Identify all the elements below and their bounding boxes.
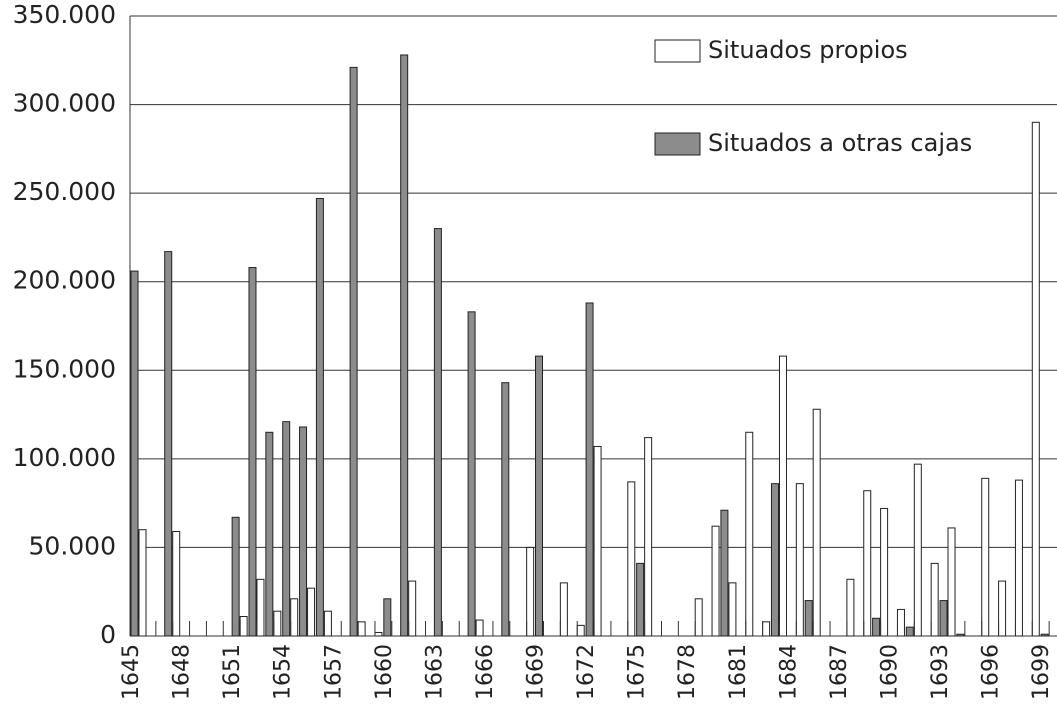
x-tick-label: 1678 xyxy=(675,644,700,700)
bar xyxy=(475,619,484,637)
x-tick-label: 1672 xyxy=(574,644,599,700)
bar xyxy=(349,66,358,637)
x-tick-label: 1645 xyxy=(119,644,144,700)
x-tick-label: 1690 xyxy=(877,644,902,700)
bar xyxy=(812,408,821,637)
x-tick-label: 1696 xyxy=(979,644,1004,700)
bar xyxy=(290,598,299,637)
y-tick-label: 100.000 xyxy=(13,443,116,472)
y-tick-label: 150.000 xyxy=(13,354,116,383)
bar xyxy=(172,530,181,637)
bar xyxy=(164,251,173,637)
bar xyxy=(863,490,872,637)
x-tick-label: 1699 xyxy=(1029,644,1054,700)
x-tick-label: 1666 xyxy=(473,644,498,700)
x-tick-label: 1660 xyxy=(372,644,397,700)
bar xyxy=(872,617,881,637)
bar xyxy=(374,631,383,637)
bar xyxy=(939,600,948,637)
x-tick-label: 1657 xyxy=(321,644,346,700)
x-tick-label: 1675 xyxy=(625,644,650,700)
bar xyxy=(576,624,585,637)
bar xyxy=(745,431,754,637)
bar xyxy=(273,610,282,637)
bar xyxy=(770,483,779,637)
legend-swatch xyxy=(654,39,701,63)
y-tick-label: 350.000 xyxy=(13,0,116,29)
bar xyxy=(627,481,636,637)
bar xyxy=(930,562,939,637)
bar xyxy=(720,509,729,637)
bar xyxy=(880,507,889,637)
x-tick-label: 1687 xyxy=(827,644,852,700)
bar xyxy=(947,527,956,637)
bar xyxy=(636,562,645,637)
bar xyxy=(239,616,248,637)
legend-label: Situados a otras cajas xyxy=(708,129,972,157)
bar xyxy=(728,582,737,637)
bar xyxy=(778,355,787,637)
bar xyxy=(1031,121,1040,637)
bar xyxy=(315,197,324,637)
bar xyxy=(762,621,771,637)
bar xyxy=(307,587,316,637)
legend-label: Situados propios xyxy=(708,36,908,64)
bar xyxy=(383,598,392,637)
y-tick-label: 250.000 xyxy=(13,177,116,206)
bar xyxy=(248,267,257,637)
bar xyxy=(138,529,147,637)
x-tick-label: 1654 xyxy=(271,644,296,700)
bar xyxy=(130,270,139,637)
x-tick-label: 1693 xyxy=(928,644,953,700)
bar xyxy=(408,580,417,637)
bar xyxy=(467,311,476,637)
bar xyxy=(323,610,332,637)
bar xyxy=(905,626,914,637)
x-tick-label: 1648 xyxy=(170,644,195,700)
bar xyxy=(231,516,240,637)
legend-swatch xyxy=(654,132,701,156)
bar xyxy=(299,426,308,637)
x-tick-label: 1684 xyxy=(776,644,801,700)
bar xyxy=(501,382,510,637)
bar xyxy=(1014,479,1023,637)
bar xyxy=(896,608,905,637)
bar xyxy=(535,355,544,637)
bar xyxy=(585,302,594,637)
bar xyxy=(804,600,813,637)
y-tick-label: 50.000 xyxy=(29,531,116,560)
bar xyxy=(795,483,804,637)
bar xyxy=(593,445,602,637)
bar xyxy=(711,525,720,637)
x-tick-label: 1681 xyxy=(726,644,751,700)
y-tick-label: 300.000 xyxy=(13,89,116,118)
bar xyxy=(400,54,409,637)
y-tick-label: 200.000 xyxy=(13,266,116,295)
bar xyxy=(265,431,274,637)
bar xyxy=(559,582,568,637)
bar xyxy=(981,477,990,637)
bar xyxy=(282,421,291,637)
bar xyxy=(526,546,535,637)
bar xyxy=(694,598,703,637)
y-tick-label: 0 xyxy=(100,620,116,649)
x-tick-label: 1669 xyxy=(524,644,549,700)
bar xyxy=(433,228,442,637)
bar xyxy=(256,578,265,637)
bar xyxy=(1040,633,1049,637)
bar xyxy=(357,621,366,637)
bar xyxy=(956,633,965,637)
bar xyxy=(913,463,922,637)
bar xyxy=(644,437,653,637)
x-tick-label: 1663 xyxy=(422,644,447,700)
x-tick-label: 1651 xyxy=(220,644,245,700)
bar xyxy=(998,580,1007,637)
bar xyxy=(846,578,855,637)
